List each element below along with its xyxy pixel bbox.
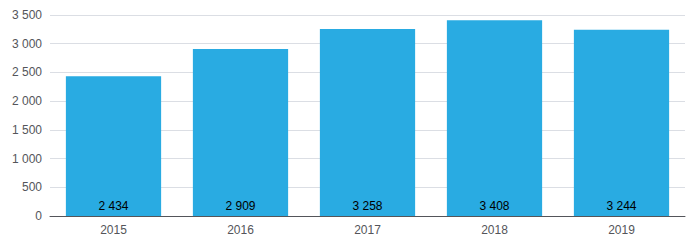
svg-text:2015: 2015 — [100, 223, 127, 237]
svg-text:2017: 2017 — [354, 223, 381, 237]
svg-text:0: 0 — [35, 209, 42, 223]
svg-text:2019: 2019 — [608, 223, 635, 237]
svg-text:500: 500 — [22, 180, 42, 194]
svg-text:1 000: 1 000 — [12, 152, 42, 166]
svg-text:3 408: 3 408 — [479, 199, 509, 213]
svg-text:3 000: 3 000 — [12, 37, 42, 51]
svg-text:3 500: 3 500 — [12, 8, 42, 22]
svg-text:2 909: 2 909 — [225, 199, 255, 213]
svg-text:2016: 2016 — [227, 223, 254, 237]
svg-text:1 500: 1 500 — [12, 123, 42, 137]
svg-text:2 434: 2 434 — [98, 199, 128, 213]
svg-text:3 258: 3 258 — [352, 199, 382, 213]
svg-text:2018: 2018 — [481, 223, 508, 237]
svg-text:2 000: 2 000 — [12, 94, 42, 108]
svg-text:3 244: 3 244 — [606, 199, 636, 213]
svg-text:2 500: 2 500 — [12, 65, 42, 79]
